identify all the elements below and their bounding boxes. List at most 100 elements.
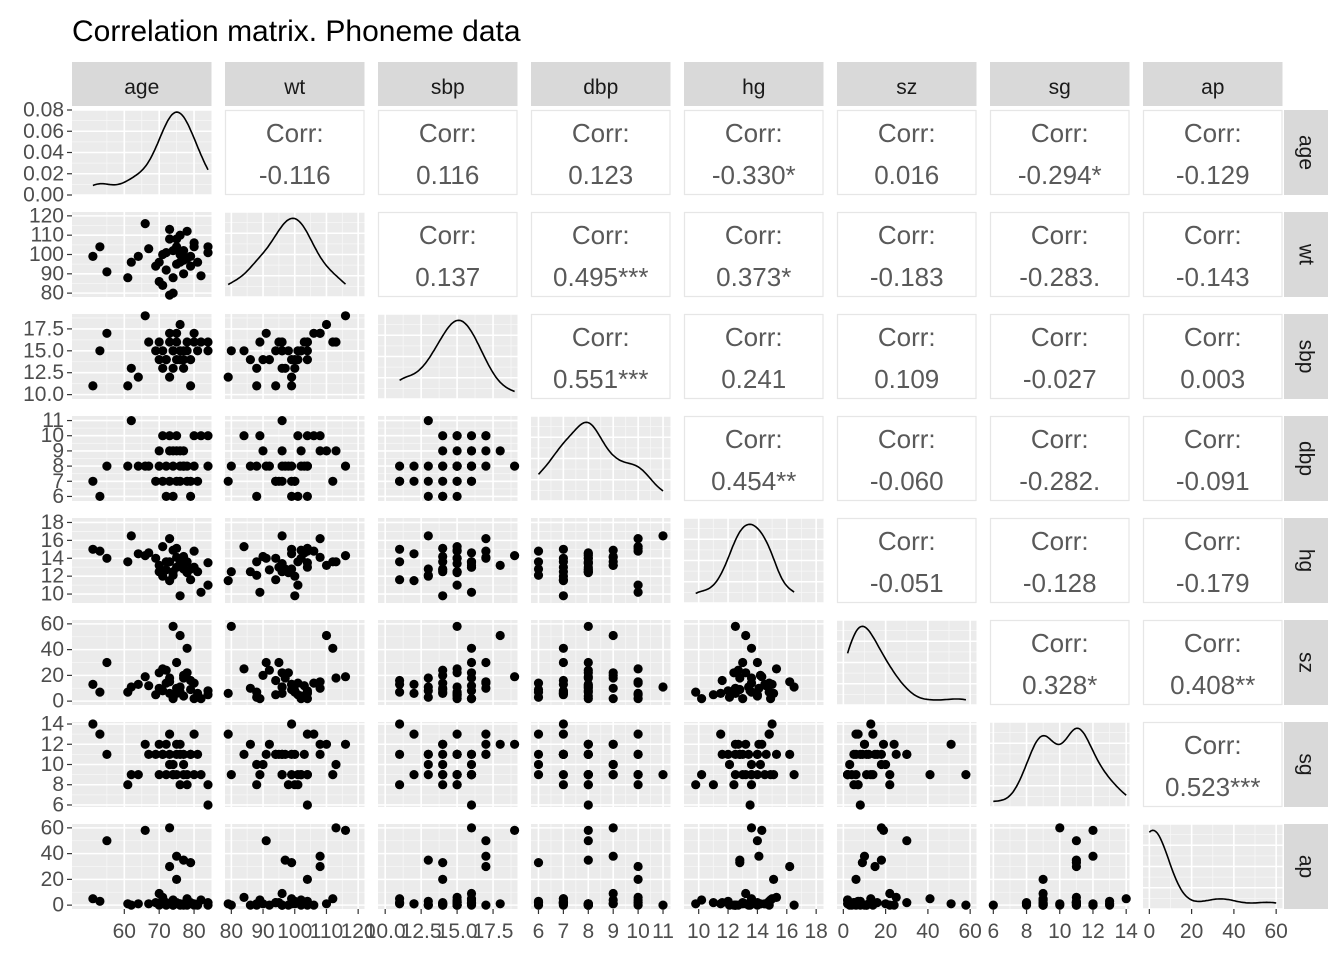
scatter-point [331, 673, 341, 683]
strip-top-sz [837, 62, 977, 106]
scatter-point [277, 688, 287, 699]
scatter-point [438, 461, 448, 471]
scatter-point [102, 553, 112, 563]
scatter-point [165, 557, 175, 567]
scatter-point [633, 678, 643, 688]
panel-hg-dbp [531, 518, 671, 603]
scatter-point [889, 739, 899, 749]
scatter-point [172, 431, 182, 441]
scatter-point [271, 575, 281, 585]
scatter-point [287, 355, 297, 365]
scatter-point [1055, 823, 1065, 833]
scatter-point [179, 749, 189, 760]
x-tick-label: 90 [251, 920, 274, 943]
scatter-point [245, 355, 255, 365]
scatter-point [769, 874, 779, 885]
corr-label: Corr: [1184, 220, 1242, 250]
scatter-point [533, 759, 544, 770]
scatter-point [495, 446, 505, 456]
scatter-point [315, 739, 325, 749]
corr-panel-border [989, 517, 1130, 604]
scatter-point [277, 770, 287, 780]
scatter-point [290, 476, 300, 486]
scatter-point [452, 668, 462, 678]
panel-age-sz: Corr: 0.016 [836, 109, 977, 196]
panel-dbp-sbp [378, 416, 520, 501]
scatter-point [608, 545, 618, 555]
density-curve-wt [227, 217, 347, 286]
scatter-point [140, 311, 150, 321]
scatter-point [754, 683, 764, 693]
panel-sg-sg [990, 721, 1130, 808]
y-tick-label: 60 [41, 612, 64, 635]
scatter-point [293, 580, 303, 590]
scatter-point [481, 739, 491, 749]
scatter-point [271, 553, 281, 563]
x-tick-label: 10 [687, 920, 710, 943]
scatter-point [423, 855, 433, 865]
scatter-point [88, 251, 98, 261]
scatter-point [283, 780, 293, 790]
scatter-point [925, 894, 935, 904]
scatter-point [245, 683, 255, 693]
scatter-point [729, 668, 739, 678]
x-tick-label: 10.0 [365, 920, 406, 943]
panel-hg-sz: Corr: -0.051 [836, 517, 977, 604]
scatter-point [172, 851, 182, 861]
x-tick-label: 10 [1048, 920, 1071, 943]
panel-ap-age [72, 823, 213, 910]
scatter-point [583, 780, 593, 790]
scatter-point [302, 729, 312, 739]
scatter-point [481, 657, 491, 668]
scatter-point [558, 657, 569, 668]
y-tick-label: 20 [41, 868, 64, 891]
scatter-point [481, 851, 491, 861]
strip-right-sbp [1284, 314, 1328, 399]
corr-value: -0.179 [1176, 568, 1250, 598]
corr-panel-border [836, 415, 977, 502]
scatter-point [226, 346, 236, 356]
scatter-point [608, 694, 618, 704]
panel-sg-wt [223, 719, 365, 810]
scatter-point [452, 729, 462, 739]
scatter-point [161, 491, 171, 501]
corr-label: Corr: [419, 220, 477, 250]
corr-label: Corr: [1031, 526, 1089, 556]
scatter-point [88, 476, 98, 486]
scatter-point [902, 898, 912, 908]
corr-value: -0.143 [1176, 262, 1250, 292]
scatter-point [123, 461, 133, 471]
scatter-point [633, 664, 643, 674]
strip-label: age [1295, 135, 1318, 170]
scatter-point [140, 739, 150, 749]
scatter-point [961, 900, 971, 910]
scatter-point [481, 836, 491, 846]
scatter-point [158, 686, 168, 696]
scatter-point [277, 476, 287, 486]
scatter-point [558, 675, 569, 686]
scatter-point [302, 694, 312, 704]
scatter-point [746, 770, 757, 780]
strip-top-sg [990, 62, 1130, 106]
scatter-point [309, 328, 319, 338]
scatter-point [729, 780, 739, 790]
scatter-point [261, 836, 271, 846]
scatter-point [161, 770, 171, 780]
scatter-point [851, 729, 861, 739]
panel-hg-ap: Corr: -0.179 [1142, 517, 1283, 604]
scatter-point [452, 780, 462, 790]
scatter-point [423, 900, 433, 910]
scatter-point [855, 800, 865, 810]
scatter-point [857, 858, 868, 868]
strip-top-hg [684, 62, 824, 106]
scatter-point [438, 780, 448, 790]
scatter-point [771, 664, 782, 674]
scatter-point [769, 770, 779, 780]
scatter-point [509, 461, 520, 471]
panel-sz-sg: Corr: 0.328* [989, 619, 1130, 706]
scatter-point [849, 898, 859, 908]
scatter-point [868, 900, 878, 910]
x-tick-label: 14 [1114, 920, 1138, 943]
scatter-point [658, 900, 668, 910]
scatter-point [293, 690, 303, 700]
